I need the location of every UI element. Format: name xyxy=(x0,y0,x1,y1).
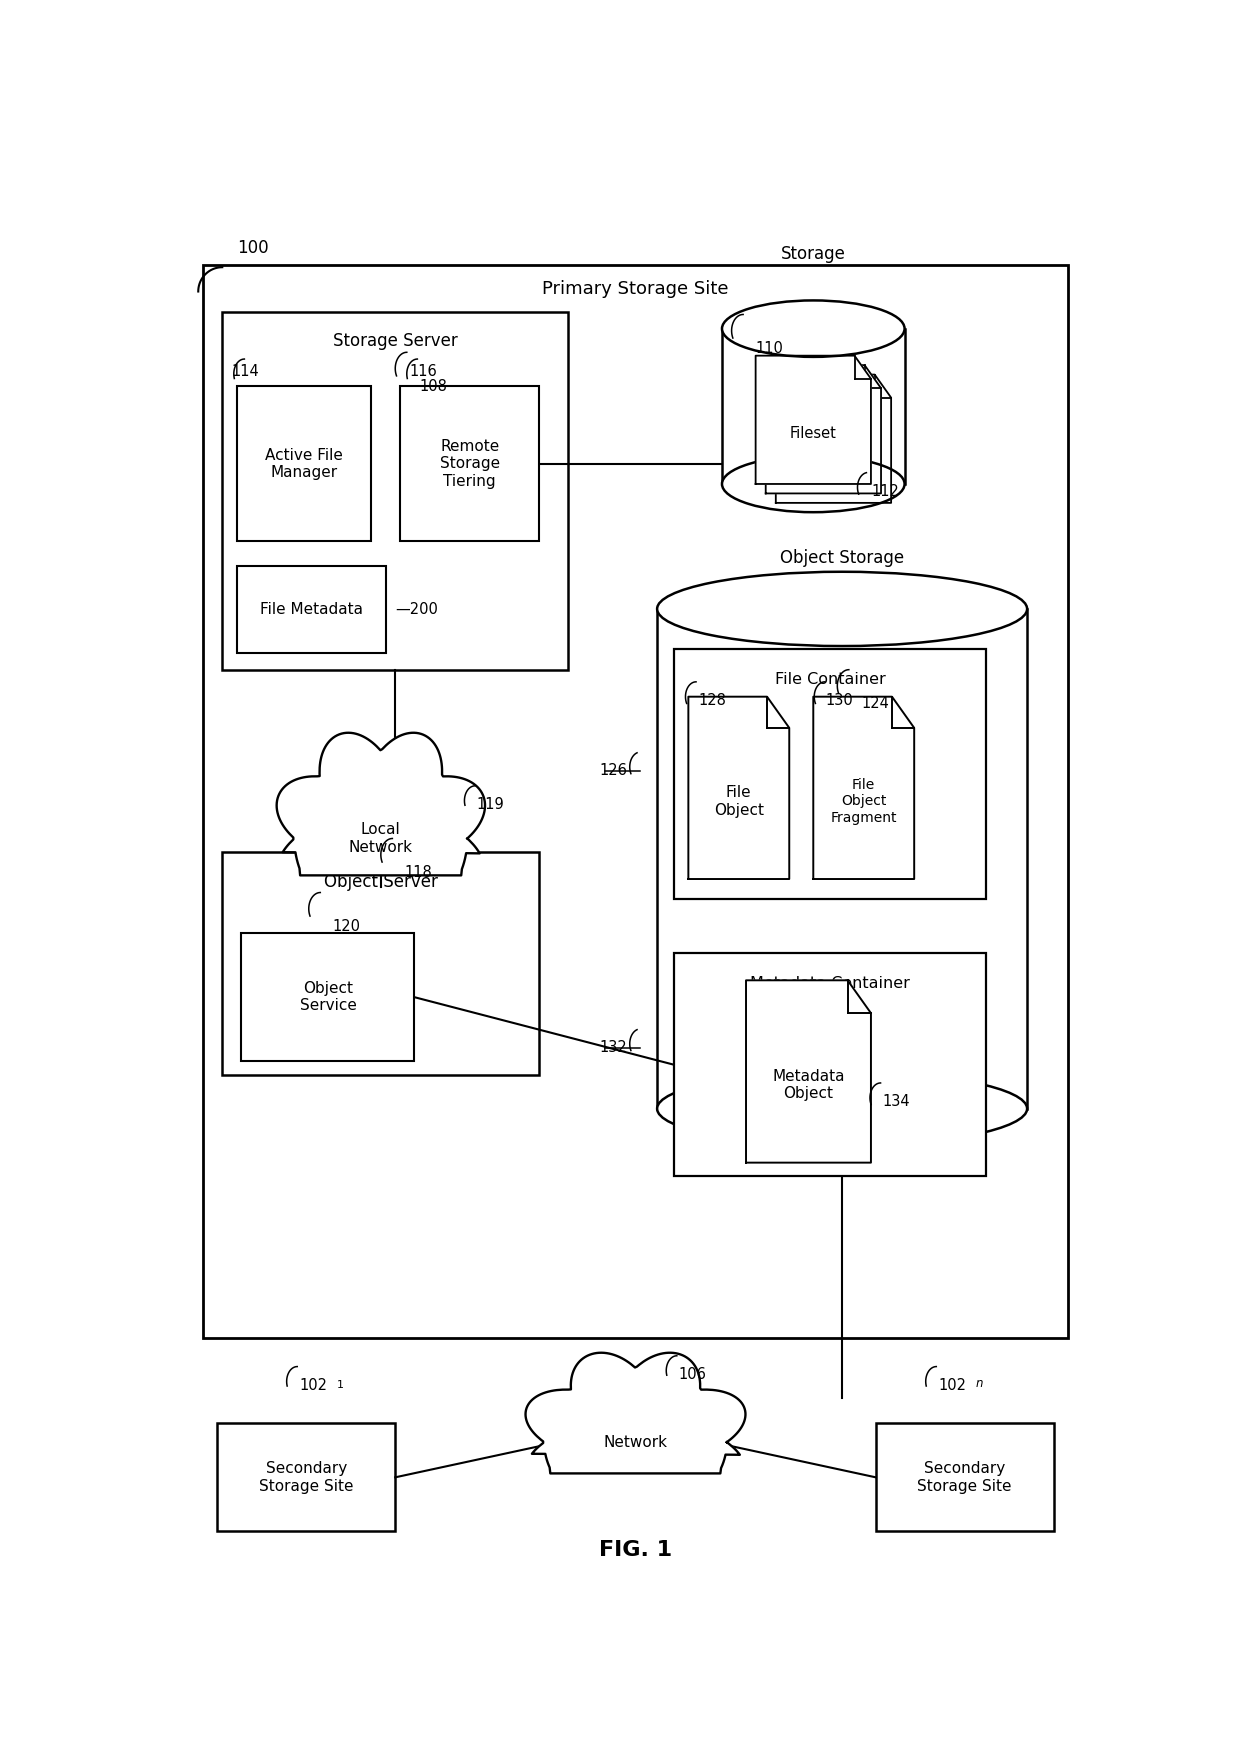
Text: 112: 112 xyxy=(870,484,899,498)
Ellipse shape xyxy=(657,572,1027,645)
Bar xyxy=(217,1422,396,1531)
Text: 118: 118 xyxy=(404,865,433,881)
Text: Metadata Container: Metadata Container xyxy=(750,975,910,991)
Text: 126: 126 xyxy=(599,763,627,779)
Text: Object Server: Object Server xyxy=(324,873,438,891)
Text: Network: Network xyxy=(604,1435,667,1451)
Text: 106: 106 xyxy=(678,1366,707,1382)
Text: —200: —200 xyxy=(396,602,438,617)
Text: FIG. 1: FIG. 1 xyxy=(599,1540,672,1561)
Text: 119: 119 xyxy=(477,798,505,812)
Bar xyxy=(722,328,905,484)
Polygon shape xyxy=(776,375,892,503)
Polygon shape xyxy=(277,733,485,875)
Polygon shape xyxy=(526,1352,745,1473)
Bar xyxy=(675,649,986,900)
Text: Fileset: Fileset xyxy=(790,426,837,440)
Text: File
Object
Fragment: File Object Fragment xyxy=(831,779,897,824)
Ellipse shape xyxy=(722,300,905,356)
Bar xyxy=(875,1422,1054,1531)
Text: Active File
Manager: Active File Manager xyxy=(265,447,343,481)
Text: Local
Network: Local Network xyxy=(348,823,413,854)
Ellipse shape xyxy=(722,456,905,512)
Polygon shape xyxy=(688,696,789,879)
Bar xyxy=(222,312,568,670)
Bar xyxy=(401,386,539,542)
Text: 110: 110 xyxy=(755,340,784,356)
Polygon shape xyxy=(746,980,870,1163)
Ellipse shape xyxy=(657,1072,1027,1145)
Text: 116: 116 xyxy=(409,365,438,379)
Text: File Metadata: File Metadata xyxy=(259,602,362,617)
Polygon shape xyxy=(766,365,882,493)
Text: 124: 124 xyxy=(862,696,889,710)
Text: 108: 108 xyxy=(419,379,448,393)
Bar xyxy=(222,852,539,1075)
Text: 1: 1 xyxy=(336,1380,343,1389)
Text: 102: 102 xyxy=(939,1379,966,1393)
Bar xyxy=(237,386,371,542)
Text: Remote
Storage
Tiering: Remote Storage Tiering xyxy=(440,438,500,489)
Text: File Container: File Container xyxy=(775,672,885,686)
Text: File
Object: File Object xyxy=(714,786,764,817)
Text: 130: 130 xyxy=(826,693,853,709)
Text: Secondary
Storage Site: Secondary Storage Site xyxy=(259,1461,353,1493)
Text: Object Storage: Object Storage xyxy=(780,549,904,567)
Bar xyxy=(242,933,414,1061)
Bar xyxy=(675,954,986,1177)
Text: n: n xyxy=(976,1377,983,1389)
Text: 120: 120 xyxy=(332,919,361,933)
Text: Storage Server: Storage Server xyxy=(332,333,458,351)
Bar xyxy=(237,567,386,654)
Text: Metadata
Object: Metadata Object xyxy=(773,1068,844,1102)
Polygon shape xyxy=(755,356,870,484)
Text: 102: 102 xyxy=(299,1379,327,1393)
Text: Secondary
Storage Site: Secondary Storage Site xyxy=(918,1461,1012,1493)
Text: 114: 114 xyxy=(232,365,259,379)
Text: Storage: Storage xyxy=(781,244,846,263)
Text: Object
Service: Object Service xyxy=(300,980,356,1014)
Text: 100: 100 xyxy=(237,239,268,258)
Text: Primary Storage Site: Primary Storage Site xyxy=(542,281,729,298)
Text: 132: 132 xyxy=(599,1040,626,1056)
Polygon shape xyxy=(813,696,914,879)
Text: 128: 128 xyxy=(698,693,725,709)
Text: 134: 134 xyxy=(883,1094,910,1109)
Bar xyxy=(203,265,1068,1338)
Bar xyxy=(657,609,1027,1109)
